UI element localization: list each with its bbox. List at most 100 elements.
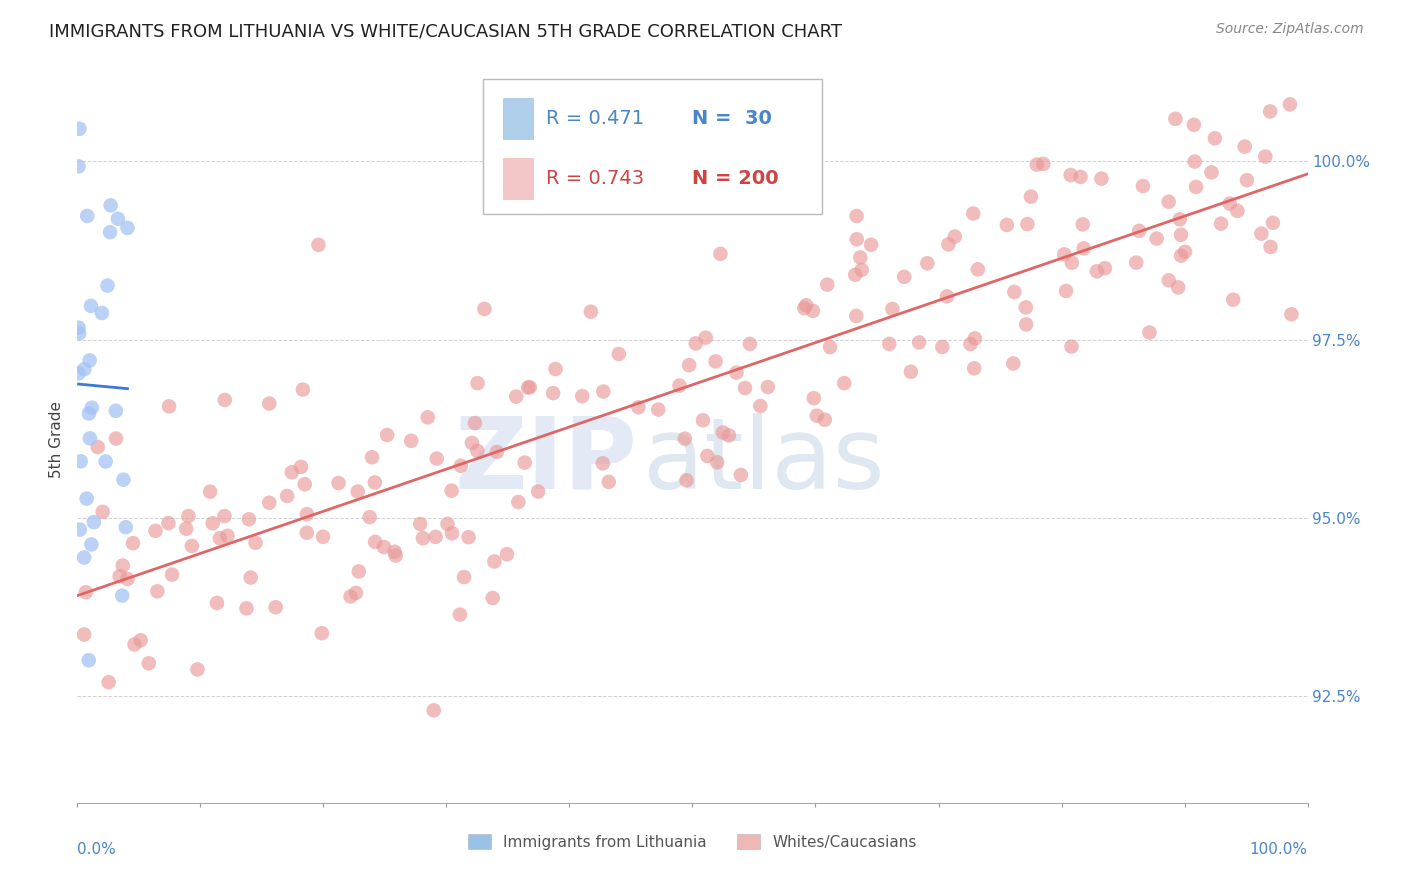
Point xyxy=(995,218,1018,232)
Point xyxy=(295,507,318,521)
Point xyxy=(79,431,101,445)
Point xyxy=(117,572,139,586)
Point xyxy=(1201,165,1223,179)
Point xyxy=(571,389,593,403)
Point xyxy=(384,549,406,563)
Point xyxy=(877,337,900,351)
Point xyxy=(845,309,868,323)
Point xyxy=(1128,224,1150,238)
Point xyxy=(83,515,105,529)
Point xyxy=(908,335,931,350)
Point xyxy=(423,703,446,717)
Point xyxy=(96,278,118,293)
Point xyxy=(517,381,540,395)
Point xyxy=(1146,231,1168,245)
Point xyxy=(1174,244,1197,259)
Point xyxy=(346,484,368,499)
Text: R = 0.743: R = 0.743 xyxy=(546,169,644,188)
Text: Source: ZipAtlas.com: Source: ZipAtlas.com xyxy=(1216,22,1364,37)
Point xyxy=(931,340,953,354)
Point xyxy=(1170,249,1192,263)
Point xyxy=(453,570,475,584)
Point xyxy=(457,530,479,544)
Point xyxy=(1125,255,1147,269)
Point xyxy=(519,380,541,394)
Point xyxy=(76,209,98,223)
Point xyxy=(145,524,167,538)
Point xyxy=(1209,217,1232,231)
Point xyxy=(69,523,91,537)
Point xyxy=(79,353,101,368)
Point xyxy=(217,529,239,543)
Point xyxy=(73,550,96,565)
Point xyxy=(129,633,152,648)
Point xyxy=(484,554,506,568)
Point xyxy=(198,484,221,499)
Point xyxy=(104,404,127,418)
Point xyxy=(527,484,550,499)
Point xyxy=(709,247,731,261)
Point xyxy=(1019,189,1042,203)
Point xyxy=(844,268,866,282)
Text: R = 0.471: R = 0.471 xyxy=(546,109,644,128)
Point xyxy=(845,209,868,223)
Point xyxy=(94,454,117,468)
Point xyxy=(67,367,90,381)
Point xyxy=(1236,173,1258,187)
Text: 100.0%: 100.0% xyxy=(1250,842,1308,856)
Point xyxy=(1185,180,1208,194)
Point xyxy=(441,526,464,541)
Point xyxy=(97,675,120,690)
Point xyxy=(295,525,318,540)
Point xyxy=(1053,247,1076,261)
Point xyxy=(579,304,602,318)
Point xyxy=(1090,171,1112,186)
Point xyxy=(208,531,231,545)
Point xyxy=(541,386,564,401)
Point xyxy=(1054,284,1077,298)
Point xyxy=(157,516,180,530)
Point xyxy=(692,413,714,427)
Point xyxy=(1261,216,1284,230)
Y-axis label: 5th Grade: 5th Grade xyxy=(49,401,65,478)
Point xyxy=(882,301,904,316)
Point xyxy=(373,540,395,554)
Point xyxy=(917,256,939,270)
Point xyxy=(311,626,333,640)
Point xyxy=(160,567,183,582)
Point xyxy=(146,584,169,599)
Point xyxy=(108,569,131,583)
Point xyxy=(80,537,103,551)
Point xyxy=(73,627,96,641)
Point xyxy=(1157,273,1180,287)
Point xyxy=(111,589,134,603)
Point xyxy=(1060,256,1083,270)
Text: atlas: atlas xyxy=(644,413,884,509)
Point xyxy=(1184,154,1206,169)
Point xyxy=(180,539,202,553)
Point xyxy=(1132,179,1154,194)
Point xyxy=(717,428,740,442)
Point xyxy=(361,450,384,465)
Point xyxy=(440,483,463,498)
Point xyxy=(793,301,815,315)
Point xyxy=(496,547,519,561)
Point xyxy=(699,182,721,196)
Point xyxy=(426,451,449,466)
Point xyxy=(1017,217,1039,231)
Point xyxy=(174,522,197,536)
Point xyxy=(76,491,98,506)
Point xyxy=(1278,97,1301,112)
Point xyxy=(756,380,779,394)
Point xyxy=(734,381,756,395)
Point xyxy=(1060,340,1083,354)
Point xyxy=(815,277,838,292)
Point xyxy=(276,489,298,503)
Point xyxy=(1139,326,1161,340)
Point xyxy=(449,607,471,622)
Point xyxy=(239,570,262,584)
Point xyxy=(814,413,837,427)
Point xyxy=(235,601,257,615)
Point xyxy=(77,407,100,421)
Point xyxy=(1070,169,1092,184)
